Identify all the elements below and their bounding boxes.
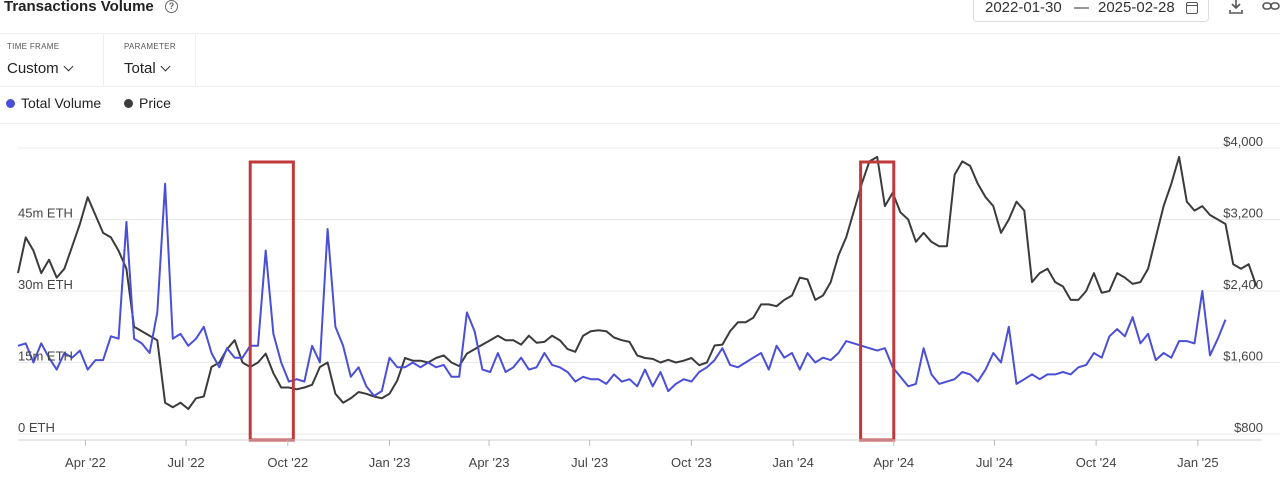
timeframe-dropdown[interactable]: TIME FRAME Custom (0, 34, 104, 86)
date-start[interactable]: 2022-01-30 (985, 0, 1062, 16)
parameter-value[interactable]: Total (124, 60, 171, 77)
x-tick-label: Jul '24 (976, 455, 1013, 470)
date-end[interactable]: 2025-02-28 (1098, 0, 1175, 16)
y-right-tick-label: $3,200 (1223, 206, 1263, 221)
timeframe-value[interactable]: Custom (7, 60, 74, 77)
y-right-tick-label: $2,400 (1223, 277, 1263, 292)
legend-dot-volume (6, 99, 15, 108)
x-tick-label: Apr '22 (65, 455, 106, 470)
price-series-line (17, 155, 1258, 410)
legend-item-volume[interactable]: Total Volume (6, 95, 101, 111)
timeframe-label: TIME FRAME (7, 42, 60, 51)
grid (18, 147, 1280, 435)
y-left-tick-label: 0 ETH (18, 420, 55, 435)
highlight-box (248, 160, 295, 442)
y-left-tick-label: 15m ETH (18, 349, 73, 364)
x-tick-label: Oct '23 (671, 455, 712, 470)
timeframe-value-text: Custom (7, 60, 59, 77)
calendar-icon[interactable] (1186, 2, 1198, 14)
y-right-tick-label: $800 (1234, 420, 1263, 435)
x-tick-label: Jan '25 (1177, 455, 1219, 470)
x-tick-label: Apr '24 (873, 455, 914, 470)
highlight-layer-top (248, 160, 896, 442)
chart: $800 $1,600 $2,400 $3,200 $4,000 0 ETH 15m ETH… (17, 134, 1280, 470)
header: Transactions Volume ? 2022-01-30 — 2025-… (0, 0, 1280, 24)
legend-label-price: Price (139, 95, 171, 111)
x-tick-label: Apr '23 (469, 455, 510, 470)
legend-divider (0, 123, 1280, 124)
parameter-dropdown[interactable]: PARAMETER Total (117, 34, 196, 86)
download-icon[interactable] (1228, 0, 1244, 14)
series-layer (17, 155, 1258, 410)
x-tick-label: Oct '24 (1076, 455, 1117, 470)
link-icon[interactable] (1262, 0, 1280, 14)
page-title: Transactions Volume (4, 0, 154, 15)
y-left-tick-label: 30m ETH (18, 277, 73, 292)
y-right-tick-label: $1,600 (1223, 349, 1263, 364)
x-tick-label: Jul '22 (167, 455, 204, 470)
legend-label-volume: Total Volume (21, 95, 102, 111)
x-tick-label: Jul '23 (571, 455, 608, 470)
x-tick-label: Jan '23 (369, 455, 411, 470)
parameter-value-text: Total (124, 60, 156, 77)
x-tick-label: Jan '24 (772, 455, 814, 470)
axes-layer: $800 $1,600 $2,400 $3,200 $4,000 0 ETH 15m ETH… (18, 134, 1263, 470)
parameter-label: PARAMETER (124, 42, 176, 51)
controls-bar: TIME FRAME Custom PARAMETER Total (0, 33, 1280, 87)
y-left-tick-label: 45m ETH (18, 206, 73, 221)
date-range-picker[interactable]: 2022-01-30 — 2025-02-28 (973, 0, 1209, 22)
legend-dot-price (124, 99, 133, 108)
volume-series-line (17, 182, 1227, 397)
chevron-down-icon (63, 61, 74, 72)
date-separator: — (1074, 0, 1089, 16)
highlight-box (859, 160, 896, 442)
chevron-down-icon (160, 61, 171, 72)
help-circle-icon[interactable]: ? (165, 0, 178, 13)
legend-item-price[interactable]: Price (124, 95, 171, 111)
x-tick-label: Oct '22 (267, 455, 308, 470)
y-right-tick-label: $4,000 (1223, 134, 1263, 149)
